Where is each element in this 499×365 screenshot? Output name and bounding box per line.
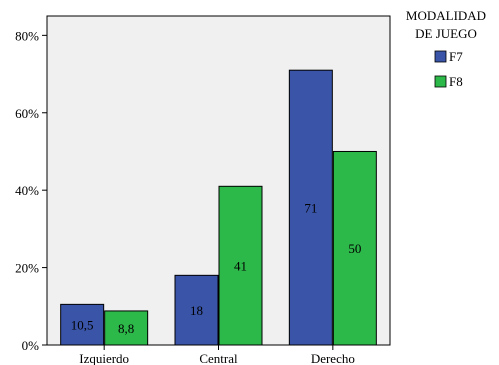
legend-label-f8: F8 <box>449 74 463 89</box>
x-tick-label: Derecho <box>311 351 355 365</box>
legend-swatch-f8 <box>434 75 447 88</box>
x-tick-label: Central <box>199 351 238 365</box>
data-label-f7-izquierdo: 10,5 <box>71 318 94 333</box>
data-label-f8-izquierdo: 8,8 <box>118 321 134 336</box>
bar-f7-izquierdo <box>60 303 105 346</box>
data-label-f7-central: 18 <box>190 303 203 318</box>
y-axis: 0% 20% 40% 60% 80% <box>15 28 47 353</box>
y-tick-label: 0% <box>22 338 40 353</box>
legend: MODALIDAD DE JUEGO F7 F8 <box>406 8 486 89</box>
legend-swatch-f7 <box>434 50 447 63</box>
bar-f8-derecho <box>332 150 377 346</box>
legend-title-line-1: MODALIDAD <box>406 8 486 23</box>
data-label-f8-central: 41 <box>234 259 247 274</box>
y-tick-label: 80% <box>15 28 39 43</box>
y-tick-label: 20% <box>15 261 39 276</box>
data-label-f8-derecho: 50 <box>348 241 361 256</box>
x-tick-label: Izquierdo <box>79 351 129 365</box>
x-axis: Izquierdo Central Derecho <box>79 345 355 365</box>
data-labels: 10,5 8,8 18 41 71 50 <box>71 201 362 336</box>
data-label-f7-derecho: 71 <box>304 201 317 216</box>
bar-f7-derecho <box>288 69 333 346</box>
bar-f7-central <box>174 274 219 346</box>
legend-label-f7: F7 <box>449 49 463 64</box>
bar-f8-izquierdo <box>104 310 149 346</box>
legend-title-line-2: DE JUEGO <box>415 26 477 41</box>
bars <box>60 69 377 346</box>
y-tick-label: 40% <box>15 183 39 198</box>
y-tick-label: 60% <box>15 106 39 121</box>
bar-f8-central <box>218 185 263 346</box>
